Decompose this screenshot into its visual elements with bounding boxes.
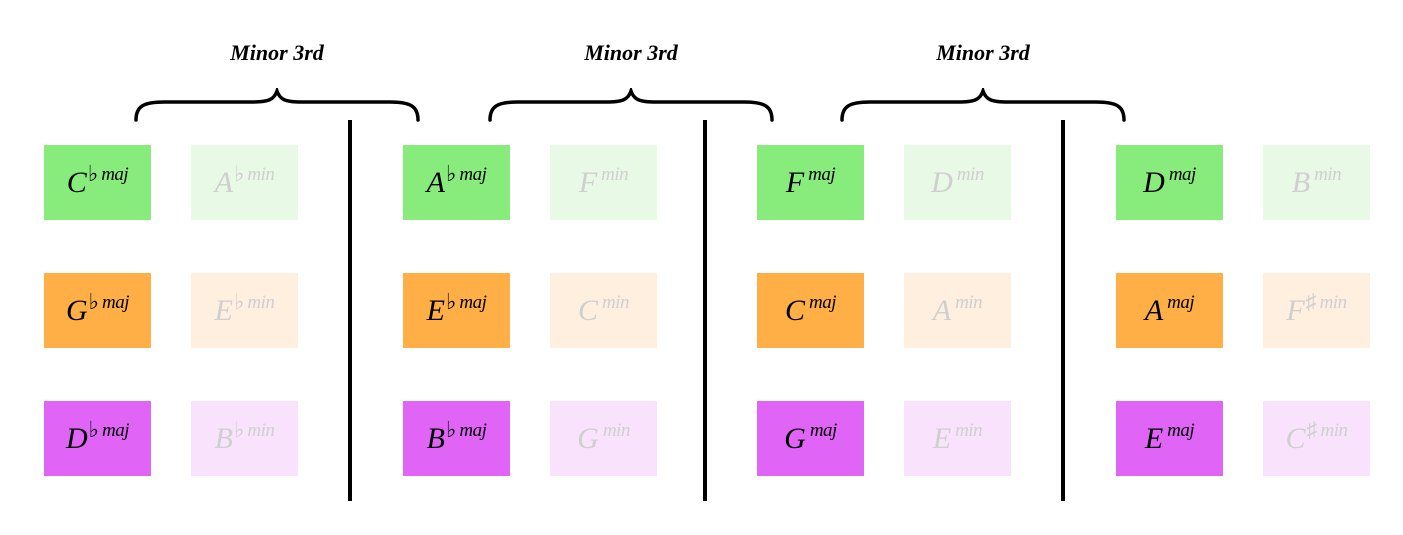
chord-accidental: ♯	[1306, 416, 1318, 442]
chord-root: C	[1285, 421, 1306, 455]
chord-quality: min	[602, 419, 631, 441]
chord-quality: maj	[808, 163, 836, 185]
chord-root: B	[214, 421, 233, 455]
chord-quality: min	[247, 291, 275, 313]
group-divider	[1061, 120, 1065, 501]
chord-root: G	[577, 421, 599, 455]
chord-root: D	[931, 165, 953, 199]
chord-quality: maj	[1167, 419, 1195, 441]
chord-accidental: ♭	[88, 416, 100, 442]
chord-quality: min	[1319, 291, 1348, 313]
chord-major-box: G ♭ maj	[44, 273, 151, 348]
chord-accidental: ♭	[445, 160, 457, 186]
chord-quality: min	[247, 163, 275, 185]
chord-accidental: ♯	[1305, 288, 1317, 314]
chord-root: A	[1144, 293, 1164, 327]
chord-root: G	[784, 421, 806, 455]
interval-label: Minor 3rd	[230, 40, 324, 65]
chord-root: D	[65, 421, 88, 455]
chord-root: F	[578, 165, 598, 199]
chord-minor-box: C ♯ min	[1263, 401, 1370, 476]
chord-quality: maj	[459, 291, 487, 313]
chord-quality: maj	[102, 291, 130, 313]
chord-quality: maj	[459, 419, 487, 441]
chord-quality: min	[1314, 163, 1342, 185]
chord-root: E	[426, 293, 445, 327]
chord-minor-box: F ♯ min	[1263, 273, 1370, 348]
chord-quality: maj	[102, 419, 130, 441]
chord-quality: maj	[1167, 291, 1195, 313]
chord-accidental: ♭	[233, 288, 245, 314]
chord-accidental: ♭	[87, 160, 99, 186]
chord-accidental: ♭	[445, 416, 457, 442]
chord-quality: min	[956, 163, 985, 185]
chord-root: A	[932, 293, 952, 327]
chord-major-box: A ♭ maj	[403, 145, 510, 220]
chord-major-box: C ♭ maj	[44, 145, 151, 220]
chord-quality: min	[955, 291, 983, 313]
chord-root: F	[1286, 293, 1305, 327]
interval-label: Minor 3rd	[936, 40, 1030, 65]
chord-major-box: E ♭ maj	[403, 273, 510, 348]
group-divider	[703, 120, 707, 501]
curly-brace	[134, 88, 420, 122]
chord-quality: maj	[809, 419, 838, 441]
chord-accidental: ♭	[233, 416, 245, 442]
chord-root: B	[426, 421, 445, 455]
chord-quality: min	[1320, 419, 1349, 441]
chord-root: F	[785, 165, 805, 199]
chord-quality: min	[247, 419, 275, 441]
chord-quality: min	[601, 163, 629, 185]
chord-root: G	[65, 293, 88, 327]
curly-brace	[840, 88, 1126, 122]
chord-root: E	[932, 421, 952, 455]
chord-accidental: ♭	[233, 160, 245, 186]
chord-minor-box: B ♭ min	[191, 401, 298, 476]
chord-root: E	[1144, 421, 1164, 455]
chord-root: A	[214, 165, 233, 199]
chord-root: C	[66, 165, 87, 199]
chord-major-box: D ♭ maj	[44, 401, 151, 476]
chord-root: E	[214, 293, 233, 327]
chord-major-box: B ♭ maj	[403, 401, 510, 476]
chord-minor-box: E ♭ min	[191, 273, 298, 348]
interval-label: Minor 3rd	[584, 40, 678, 65]
group-divider	[348, 120, 352, 501]
curly-brace	[488, 88, 774, 122]
chord-quality: maj	[809, 291, 837, 313]
chord-quality: maj	[101, 163, 129, 185]
chord-quality: min	[955, 419, 983, 441]
chord-root: B	[1291, 165, 1311, 199]
chord-root: D	[1143, 165, 1165, 199]
chord-accidental: ♭	[445, 288, 457, 314]
chord-root: A	[426, 165, 445, 199]
chord-accidental: ♭	[88, 288, 100, 314]
chord-quality: maj	[1168, 163, 1197, 185]
chord-root: C	[577, 293, 598, 327]
chord-quality: maj	[459, 163, 487, 185]
chord-quality: min	[602, 291, 630, 313]
chord-root: C	[784, 293, 805, 327]
chord-minor-box: A ♭ min	[191, 145, 298, 220]
